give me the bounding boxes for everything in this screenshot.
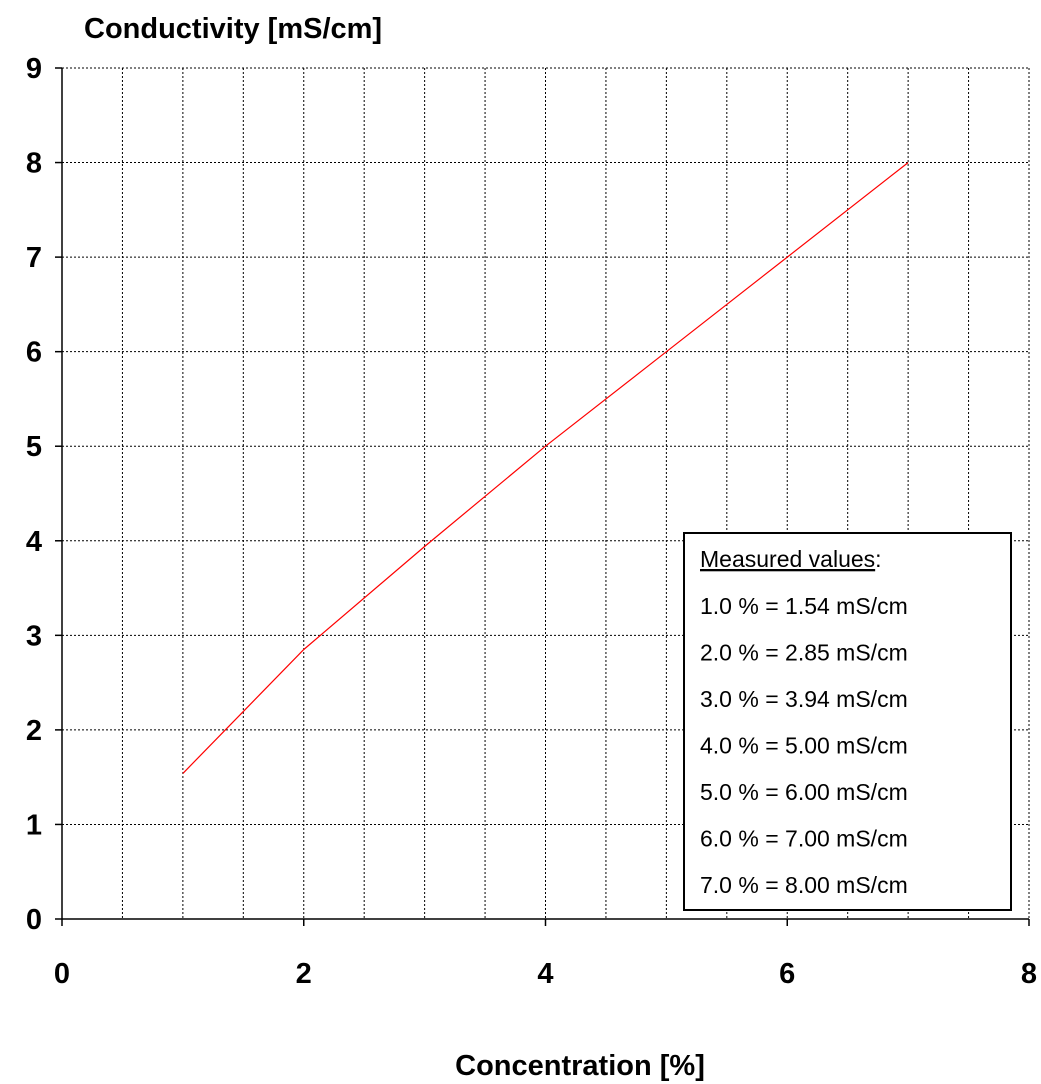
y-tick-label: 2	[26, 715, 42, 747]
y-tick-label: 9	[26, 53, 42, 85]
y-tick-label: 0	[26, 904, 42, 936]
tick-labels: 0 1 2 3 4 5 6 7 8 9 0 2 4 6 8	[26, 53, 1037, 990]
y-tick-label: 5	[26, 431, 42, 463]
svg-text:Measured values:: Measured values:	[700, 546, 882, 572]
x-tick-label: 8	[1021, 958, 1037, 990]
x-tick-label: 6	[779, 958, 795, 990]
series-line	[182, 162, 909, 774]
legend-entry: 2.0 % = 2.85 mS/cm	[700, 640, 908, 666]
legend-frame	[683, 532, 1012, 911]
legend-entry: 1.0 % = 1.54 mS/cm	[700, 593, 908, 619]
y-tick-label: 6	[26, 337, 42, 369]
y-tick-label: 7	[26, 242, 42, 274]
legend-entry: 3.0 % = 3.94 mS/cm	[700, 686, 908, 712]
y-tick-label: 1	[26, 809, 42, 841]
axes	[55, 67, 1030, 926]
legend-title-suffix: :	[875, 546, 881, 572]
legend-entry: 7.0 % = 8.00 mS/cm	[700, 872, 908, 898]
legend-entry: 6.0 % = 7.00 mS/cm	[700, 826, 908, 852]
x-tick-label: 2	[296, 958, 312, 990]
legend-title: Measured values	[700, 546, 875, 572]
x-axis-title: Concentration [%]	[455, 1050, 705, 1082]
y-tick-label: 4	[26, 526, 42, 558]
legend-entry: 5.0 % = 6.00 mS/cm	[700, 779, 908, 805]
legend-entries: 1.0 % = 1.54 mS/cm 2.0 % = 2.85 mS/cm 3.0 …	[700, 593, 908, 898]
series-lines	[182, 162, 909, 774]
y-tick-label: 8	[26, 148, 42, 180]
y-tick-label: 3	[26, 620, 42, 652]
x-tick-label: 0	[54, 958, 70, 990]
x-tick-label: 4	[537, 958, 553, 990]
y-axis-title: Conductivity [mS/cm]	[84, 13, 382, 45]
legend-entry: 4.0 % = 5.00 mS/cm	[700, 733, 908, 759]
legend: Measured values: 1.0 % = 1.54 mS/cm 2.0 %…	[683, 532, 1012, 911]
